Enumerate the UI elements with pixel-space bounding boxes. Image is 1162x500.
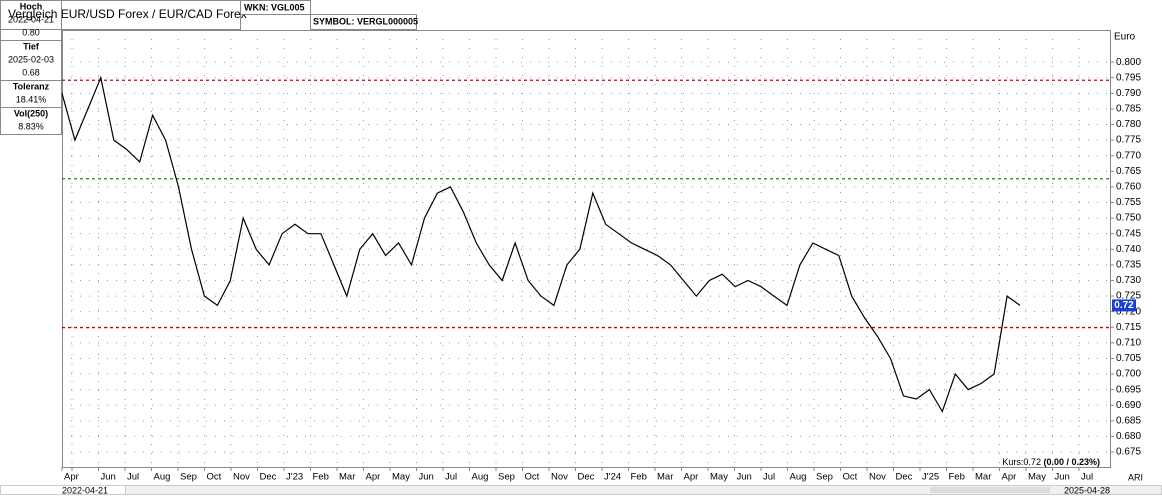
y-tick-label: 0.795 xyxy=(1116,72,1141,83)
stat-label: Vol(250) xyxy=(14,108,48,118)
y-tick-label: 0.730 xyxy=(1116,275,1141,286)
x-tick-label: Apr xyxy=(366,472,381,483)
x-tick-label: Apr xyxy=(1002,472,1017,483)
x-tick-label: Mar xyxy=(657,472,673,483)
wkn: WKN: VGL005 xyxy=(244,2,305,12)
y-tick-label: 0.690 xyxy=(1116,400,1141,411)
y-tick-label: 0.675 xyxy=(1116,447,1141,458)
x-tick-label: Jun xyxy=(101,472,116,483)
x-tick-label: Sep xyxy=(498,472,515,483)
x-tick-label: Feb xyxy=(949,472,965,483)
stat-label: Tief xyxy=(23,41,40,51)
stat-value: 2025-02-03 xyxy=(8,54,54,64)
title-box xyxy=(0,0,241,30)
range-start: 2022-04-21 xyxy=(62,485,108,495)
stat-value: 8.83% xyxy=(18,121,44,131)
y-axis-label: Euro xyxy=(1114,32,1136,43)
symbol: SYMBOL: VERGL000005 xyxy=(313,16,418,26)
x-tick-label: Aug xyxy=(472,472,489,483)
y-tick-label: 0.710 xyxy=(1116,337,1141,348)
x-tick-label: May xyxy=(392,472,410,483)
y-tick-label: 0.735 xyxy=(1116,260,1141,271)
x-tick-label: Aug xyxy=(790,472,807,483)
stat-value: 18.41% xyxy=(16,94,47,104)
x-tick-label: Jul xyxy=(127,472,139,483)
x-tick-label: Jun xyxy=(737,472,752,483)
y-tick-label: 0.755 xyxy=(1116,197,1141,208)
x-tick-label: J'25 xyxy=(922,472,939,483)
y-tick-label: 0.765 xyxy=(1116,166,1141,177)
quote-change: (0.00 / 0.23%) xyxy=(1043,457,1100,467)
x-tick-label: Jun xyxy=(1055,472,1070,483)
y-tick-label: 0.695 xyxy=(1116,384,1141,395)
range-thumb xyxy=(930,487,1050,493)
x-tick-label: Feb xyxy=(631,472,647,483)
x-tick-label: Jul xyxy=(763,472,775,483)
x-tick-label: Dec xyxy=(896,472,913,483)
corner-label: ARI xyxy=(1128,472,1143,482)
y-tick-label: 0.745 xyxy=(1116,228,1141,239)
y-tick-label: 0.780 xyxy=(1116,119,1141,130)
y-tick-label: 0.770 xyxy=(1116,150,1141,161)
x-tick-label: Jul xyxy=(1081,472,1093,483)
x-tick-label: May xyxy=(710,472,728,483)
quote-label: Kurs:0.72 xyxy=(1002,457,1041,467)
y-tick-label: 0.685 xyxy=(1116,415,1141,426)
x-tick-label: Jul xyxy=(445,472,457,483)
x-tick-label: Oct xyxy=(207,472,222,483)
y-tick-label: 0.700 xyxy=(1116,369,1141,380)
x-tick-label: Dec xyxy=(578,472,595,483)
x-tick-label: Jun xyxy=(419,472,434,483)
y-tick-label: 0.785 xyxy=(1116,104,1141,115)
stat-value: 2022-04-21 xyxy=(8,14,54,24)
y-tick-label: 0.740 xyxy=(1116,244,1141,255)
quote: Kurs:0.72 (0.00 / 0.23%) xyxy=(1002,457,1100,467)
x-tick-label: Apr xyxy=(64,472,79,483)
x-tick-label: Aug xyxy=(154,472,171,483)
stat-value: 0.80 xyxy=(22,27,40,37)
y-tick-label: 0.720 xyxy=(1116,306,1141,317)
y-tick-label: 0.750 xyxy=(1116,213,1141,224)
x-tick-label: May xyxy=(1028,472,1046,483)
y-tick-label: 0.790 xyxy=(1116,88,1141,99)
stat-label: Toleranz xyxy=(13,81,50,91)
x-tick-label: Sep xyxy=(816,472,833,483)
x-tick-label: J'24 xyxy=(604,472,621,483)
current-label: 0.72 xyxy=(1114,300,1134,311)
stat-value: 0.68 xyxy=(22,67,40,77)
y-tick-label: 0.725 xyxy=(1116,291,1141,302)
x-tick-label: J'23 xyxy=(286,472,303,483)
x-tick-label: Feb xyxy=(313,472,329,483)
y-tick-label: 0.775 xyxy=(1116,135,1141,146)
x-tick-label: Nov xyxy=(869,472,886,483)
y-tick-label: 0.705 xyxy=(1116,353,1141,364)
y-tick-label: 0.800 xyxy=(1116,57,1141,68)
x-tick-label: Mar xyxy=(975,472,991,483)
y-tick-label: 0.760 xyxy=(1116,182,1141,193)
x-tick-label: Mar xyxy=(339,472,355,483)
x-tick-label: Oct xyxy=(843,472,858,483)
wkn-box xyxy=(240,0,311,15)
current-badge xyxy=(1112,299,1136,312)
x-tick-label: Apr xyxy=(684,472,699,483)
x-tick-label: Oct xyxy=(525,472,540,483)
stat-label: Hoch xyxy=(20,1,43,11)
x-tick-label: Dec xyxy=(260,472,277,483)
y-tick-label: 0.680 xyxy=(1116,431,1141,442)
y-tick-label: 0.715 xyxy=(1116,322,1141,333)
x-tick-label: Nov xyxy=(233,472,250,483)
range-end: 2025-04-28 xyxy=(1064,485,1110,495)
chart-title: Vergleich EUR/USD Forex / EUR/CAD Forex xyxy=(8,7,247,21)
x-tick-label: Nov xyxy=(551,472,568,483)
price-line xyxy=(61,75,1021,413)
stat-box xyxy=(0,107,62,135)
symbol-box xyxy=(310,14,417,30)
x-tick-label: Sep xyxy=(180,472,197,483)
